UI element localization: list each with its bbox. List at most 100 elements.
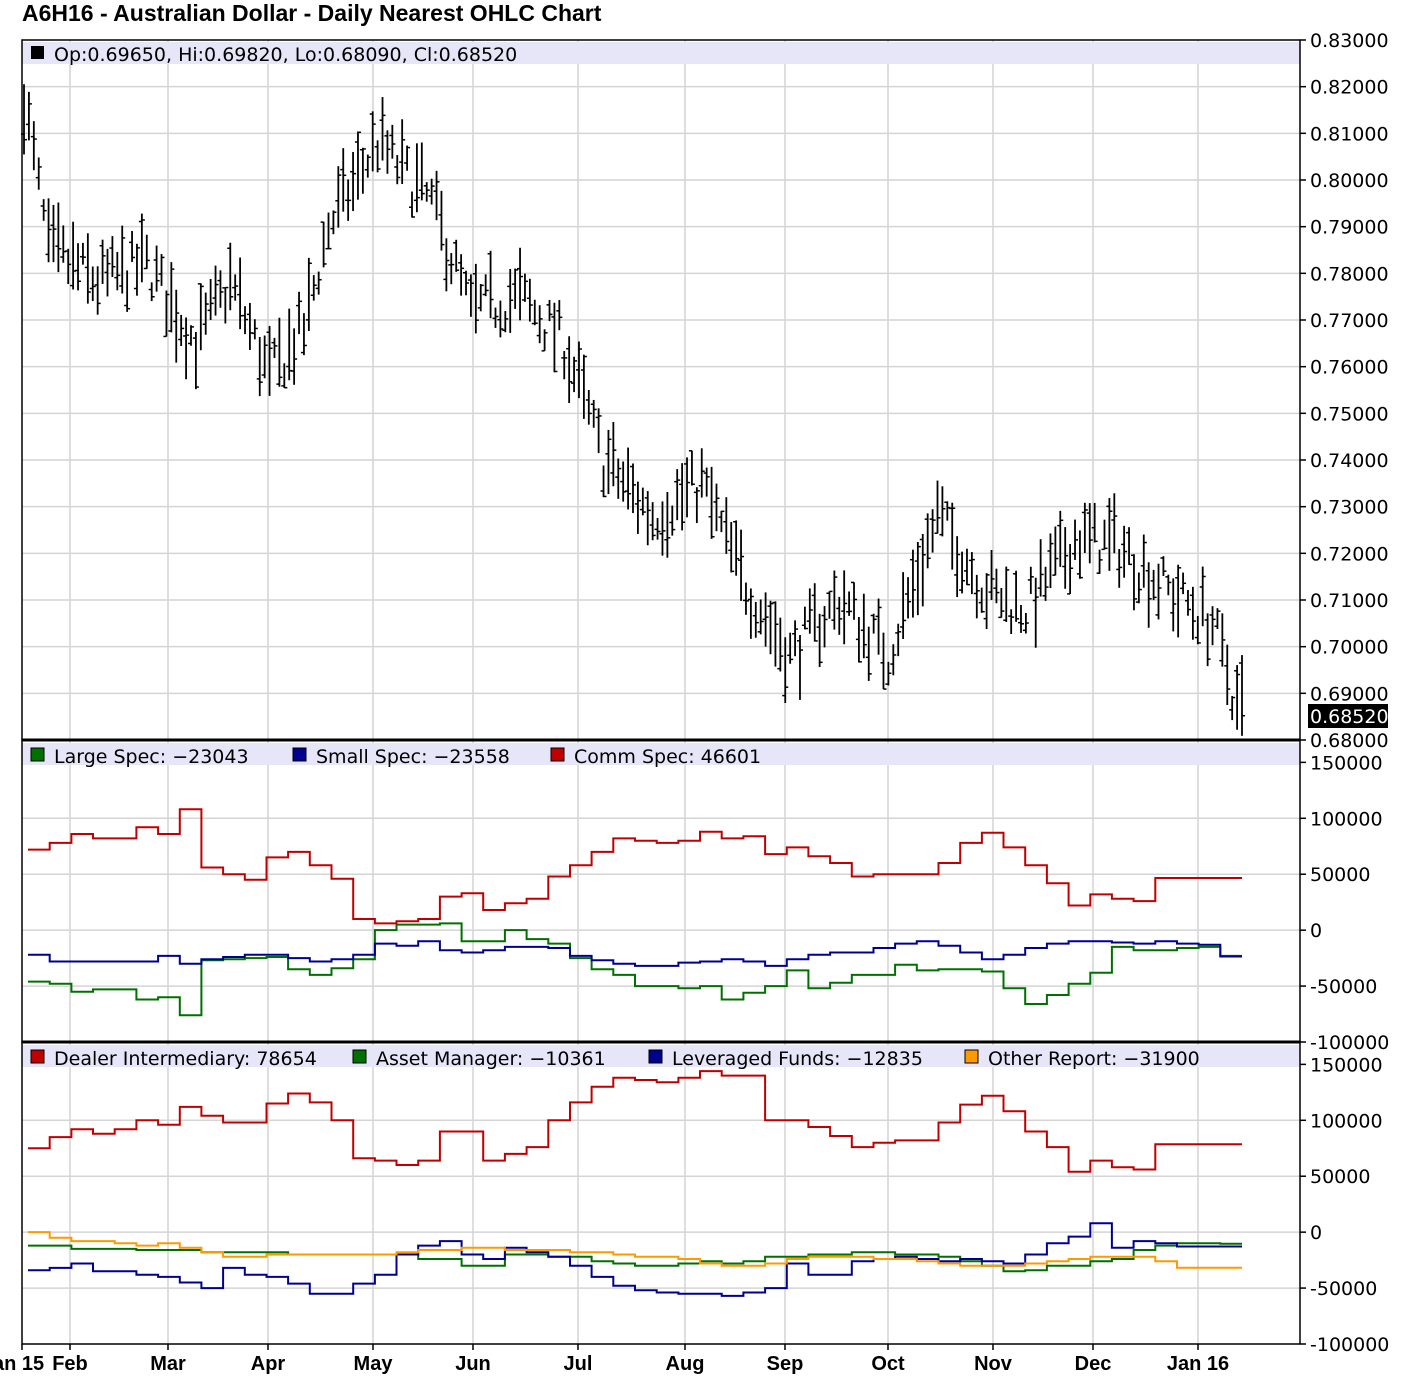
other-report-swatch — [964, 1049, 979, 1064]
ohlc-bar — [1126, 527, 1133, 566]
spec-legend: Large Spec: −23043 Small Spec: −23558 Co… — [22, 743, 1300, 768]
ohlc-bar — [900, 572, 907, 640]
ohlc-bar — [708, 466, 715, 539]
ytick-label-2-5: -100000 — [1310, 1334, 1389, 1356]
xtick-label-5: Jun — [455, 1353, 491, 1375]
small-spec-swatch — [292, 747, 307, 762]
ohlc-bar — [669, 505, 676, 536]
series-line-large-spec — [28, 922, 1242, 1017]
ohlc-bar — [914, 542, 921, 616]
ohlc-bar — [556, 300, 563, 331]
axis-layer: 0.83000 0.82000 0.81000 0.80000 0.79000 0.780… — [0, 30, 1389, 1375]
leveraged-funds-swatch — [648, 1049, 663, 1064]
ohlc-bar — [865, 626, 872, 681]
ohlc-bar — [65, 248, 72, 284]
ohlc-bar — [905, 577, 912, 619]
ohlc-bar — [222, 286, 229, 324]
ytick-label-price-9: 0.74000 — [1310, 450, 1389, 472]
ohlc-bar — [944, 501, 951, 521]
ohlc-bar — [300, 313, 307, 356]
ohlc-bar — [99, 239, 106, 284]
ytick-label-price-1: 0.82000 — [1310, 77, 1389, 99]
ohlc-bar — [163, 290, 170, 338]
ohlc-bar — [703, 467, 710, 497]
ohlc-bar — [266, 325, 273, 396]
ohlc-bar — [227, 242, 234, 311]
ohlc-bar — [600, 465, 607, 498]
ohlc-bar — [369, 111, 376, 172]
ytick-label-1-3: 0 — [1310, 920, 1322, 942]
ytick-label-2-2: 50000 — [1310, 1166, 1370, 1188]
ohlc-bar — [875, 598, 882, 655]
ohlc-bar — [1076, 530, 1083, 579]
ohlc-bar — [129, 230, 136, 262]
ohlc-bar — [305, 257, 312, 332]
ytick-label-price-14: 0.69000 — [1310, 683, 1389, 705]
ohlc-bar — [728, 522, 735, 573]
ohlc-bar — [1199, 566, 1206, 627]
ohlc-bar — [639, 487, 646, 516]
ohlc-bar — [595, 408, 602, 454]
ytick-label-1-2: 50000 — [1310, 864, 1370, 886]
ohlc-bar — [1229, 696, 1236, 721]
price-legend-swatch — [31, 46, 44, 59]
ohlc-bar — [472, 263, 479, 334]
ohlc-bar — [60, 225, 67, 263]
ohlc-bar — [458, 254, 465, 296]
ohlc-bar — [433, 170, 440, 221]
ohlc-bar — [551, 302, 558, 373]
ohlc-bar — [492, 307, 499, 328]
ohlc-bar — [983, 573, 990, 630]
ohlc-bar — [296, 291, 303, 335]
xtick-label-11: Dec — [1075, 1353, 1112, 1375]
ytick-label-price-3: 0.80000 — [1310, 170, 1389, 192]
xtick-label-4: May — [354, 1353, 394, 1375]
ohlc-bar — [119, 225, 126, 294]
ohlc-bar — [1022, 613, 1029, 634]
ohlc-bar — [423, 182, 430, 202]
ohlc-bar — [1165, 574, 1172, 596]
ytick-label-1-4: -50000 — [1310, 976, 1377, 998]
ohlc-bar — [713, 483, 720, 532]
ohlc-bar — [654, 518, 661, 540]
ohlc-bar — [585, 389, 592, 425]
ohlc-bar — [561, 350, 568, 380]
ytick-label-price-0: 0.83000 — [1310, 30, 1389, 52]
ohlc-bar — [517, 247, 524, 321]
xtick-label-7: Aug — [666, 1353, 705, 1375]
ohlc-bar — [173, 289, 180, 363]
ohlc-bar — [359, 147, 366, 194]
series-line-comm-spec — [28, 808, 1242, 925]
ohlc-bar — [345, 179, 352, 221]
ohlc-bar — [949, 502, 956, 570]
ohlc-bar — [183, 317, 190, 380]
ohlc-bar — [70, 221, 77, 290]
ohlc-bar — [251, 319, 258, 340]
legend-comm-spec: Comm Spec: 46601 — [574, 746, 761, 768]
xtick-label-10: Nov — [974, 1353, 1013, 1375]
dealer-swatch — [30, 1049, 45, 1064]
ohlc-bar — [752, 601, 759, 638]
series-line-other-report — [28, 1231, 1242, 1269]
ohlc-bar — [993, 568, 1000, 604]
ohlc-bar — [394, 155, 401, 185]
ohlc-bar — [968, 552, 975, 595]
ohlc-bar — [895, 623, 902, 657]
ohlc-bar — [934, 480, 941, 534]
ytick-label-price-11: 0.72000 — [1310, 543, 1389, 565]
ohlc-bar — [1057, 510, 1064, 567]
ohlc-bar — [1219, 613, 1226, 667]
legend-high: Hi:0.69820 — [178, 44, 283, 66]
ytick-label-price-13: 0.70000 — [1310, 637, 1389, 659]
ytick-label-price-2: 0.81000 — [1310, 123, 1389, 145]
ohlc-bar — [625, 447, 632, 510]
ohlc-bar — [1081, 502, 1088, 553]
xtick-label-8: Sep — [767, 1353, 804, 1375]
ohlc-bar — [846, 591, 853, 616]
ytick-label-price-4: 0.79000 — [1310, 217, 1389, 239]
ohlc-bar — [408, 191, 415, 218]
ohlc-bar — [580, 354, 587, 419]
ohlc-bar — [988, 550, 995, 600]
ohlc-bar — [742, 582, 749, 615]
